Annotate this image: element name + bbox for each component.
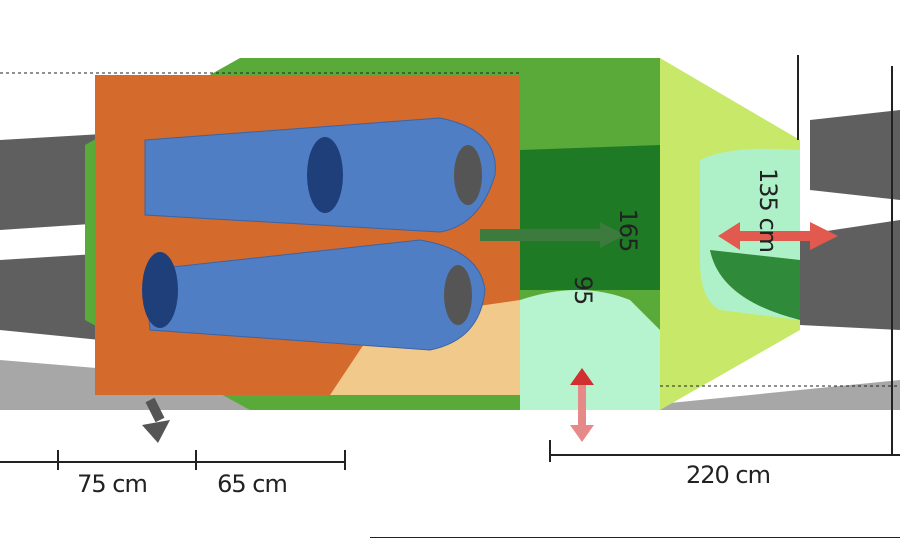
width-left-label: 75 cm xyxy=(77,470,147,498)
height-mid-label: 165 xyxy=(614,209,642,252)
arrows xyxy=(142,222,838,443)
height-max-label: 135 cm xyxy=(754,168,782,252)
tent xyxy=(85,58,800,410)
length-label: 220 cm xyxy=(686,461,770,489)
width-right-label: 65 cm xyxy=(217,470,287,498)
sleeping-bags xyxy=(142,117,496,351)
dimension-lines xyxy=(0,55,900,538)
height-low-label: 95 xyxy=(569,276,597,305)
